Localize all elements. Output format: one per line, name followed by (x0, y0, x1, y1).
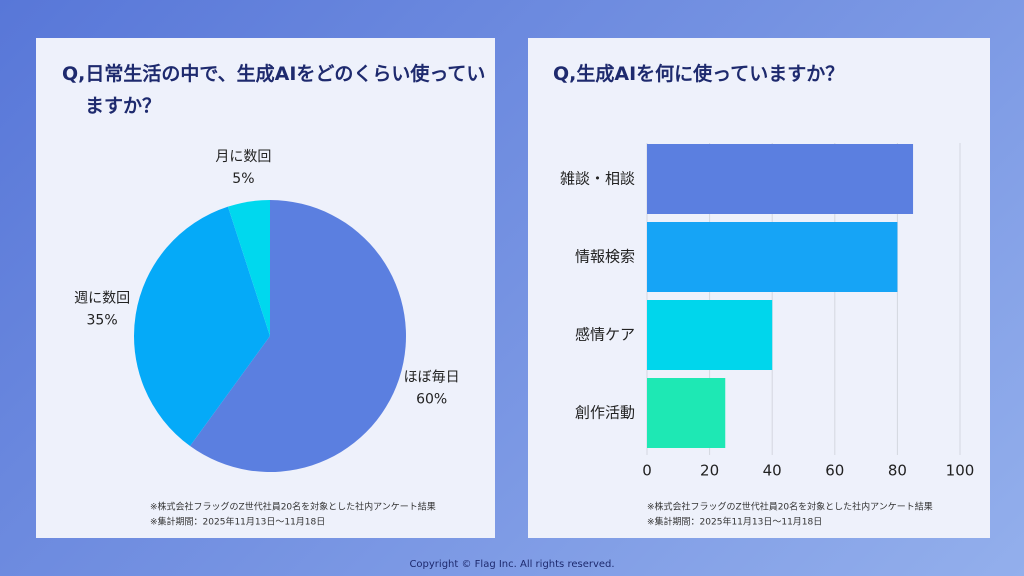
footnote: ※株式会社フラッグのZ世代社員20名を対象とした社内アンケート結果 (647, 501, 933, 513)
bar (647, 300, 773, 370)
footnote: ※集計期間：2025年11月13日〜11月18日 (647, 516, 822, 528)
footnote: ※集計期間：2025年11月13日〜11月18日 (150, 516, 325, 528)
x-tick-label: 40 (763, 462, 782, 480)
x-tick-label: 20 (700, 462, 719, 480)
bar (647, 222, 898, 292)
slice-label: ほぼ毎日 (404, 370, 460, 386)
pie-slice (227, 200, 270, 336)
footer: Copyright © Flag Inc. All rights reserve… (409, 559, 614, 570)
bar-title: Q,生成AIを何に使っていますか？ (553, 63, 845, 85)
y-tick-label: 感情ケア (575, 326, 635, 344)
pie-slice (190, 200, 407, 473)
x-tick-label: 80 (888, 462, 907, 480)
bar (647, 144, 914, 214)
slice-value: 5% (232, 171, 254, 187)
slice-label: 週に数回 (74, 290, 130, 306)
x-tick-label: 100 (946, 462, 975, 480)
x-tick-label: 0 (642, 462, 652, 480)
y-tick-label: 雑談・相談 (560, 170, 635, 188)
pie-slice (134, 206, 270, 447)
slice-value: 60% (416, 392, 447, 408)
pie-title: Q,日常生活の中で、生成AIをどのくらい使っていますか？ (62, 63, 486, 117)
bar (647, 378, 726, 448)
slice-value: 35% (87, 312, 118, 328)
slice-label: 月に数回 (215, 149, 271, 165)
y-tick-label: 創作活動 (575, 404, 635, 422)
footnote: ※株式会社フラッグのZ世代社員20名を対象とした社内アンケート結果 (150, 501, 436, 513)
x-tick-label: 60 (825, 462, 844, 480)
y-tick-label: 情報検索 (575, 248, 635, 266)
